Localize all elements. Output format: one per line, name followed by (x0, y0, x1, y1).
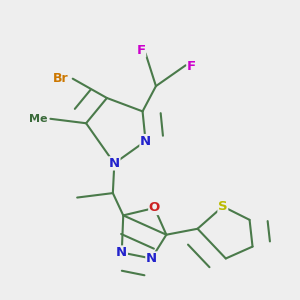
Text: N: N (109, 157, 120, 170)
Text: F: F (187, 60, 196, 73)
Text: Me: Me (29, 114, 48, 124)
Text: O: O (149, 202, 160, 214)
Text: N: N (146, 252, 157, 265)
Text: F: F (136, 44, 146, 57)
Text: N: N (116, 246, 127, 259)
Text: Br: Br (53, 72, 69, 85)
Text: S: S (218, 200, 228, 213)
Text: N: N (140, 135, 151, 148)
